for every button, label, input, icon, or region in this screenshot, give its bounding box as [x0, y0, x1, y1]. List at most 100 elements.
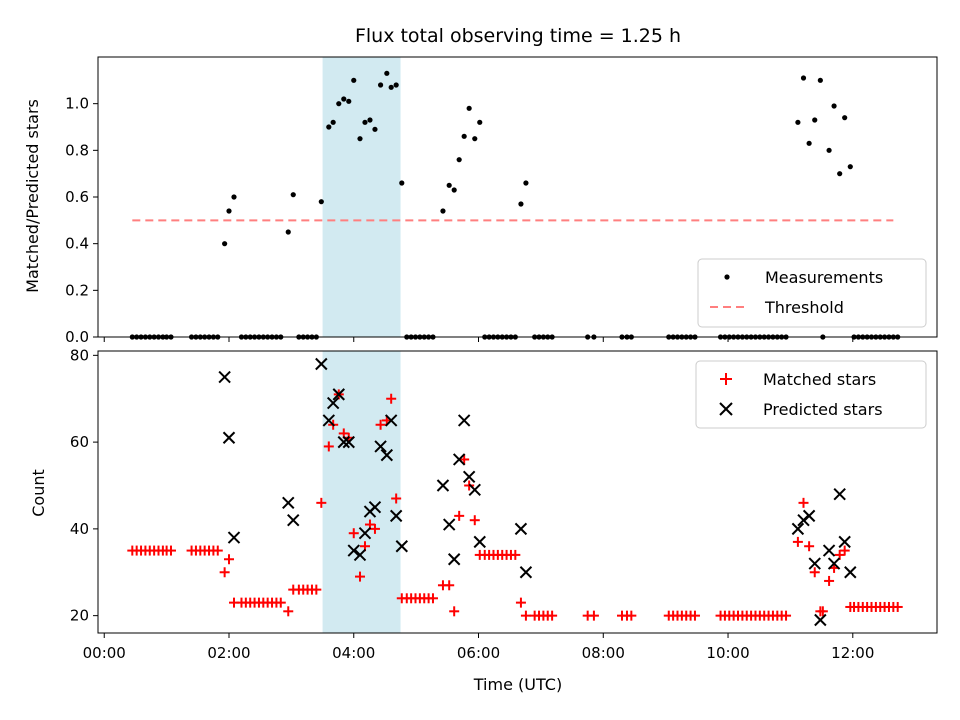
predicted-stars-points: [218, 357, 857, 627]
predicted-star-point: [822, 544, 836, 557]
matched-star-point: [323, 441, 334, 452]
predicted-x-b: [315, 357, 328, 371]
measurement-point: [842, 115, 848, 121]
predicted-star-point: [342, 435, 355, 449]
chart-title: Flux total observing time = 1.25 h: [355, 25, 681, 47]
measurement-point: [466, 105, 472, 111]
predicted-x-b: [374, 440, 387, 453]
count-y-tick-label: 80: [70, 346, 89, 364]
predicted-star-point: [287, 513, 300, 527]
measurement-point: [357, 136, 363, 142]
measurement-point: [393, 82, 399, 88]
predicted-star-point: [326, 396, 340, 410]
predicted-x-b: [791, 522, 805, 536]
matched-star-point: [444, 580, 455, 591]
measurement-point: [837, 171, 843, 177]
matched-star-point: [817, 606, 828, 617]
measurement-point: [367, 117, 373, 123]
measurement-point: [446, 182, 452, 188]
predicted-x-b: [457, 414, 471, 427]
ratio-panel: 0.0 0.2 0.4 0.6 0.8 1.0 Flux total observing …: [23, 25, 938, 346]
matched-star-point: [219, 567, 230, 578]
legend-measurements-label: Measurements: [765, 268, 883, 287]
matched-star-point: [689, 610, 700, 621]
predicted-star-point: [519, 566, 533, 579]
matched-star-point: [588, 610, 599, 621]
count-y-tick-label: 40: [70, 520, 89, 538]
count-legend-box: [695, 360, 927, 429]
measurement-point: [472, 136, 478, 142]
predicted-x-b: [808, 557, 821, 570]
ratio-y-tick-label: 0.6: [65, 188, 89, 206]
matched-star-point: [520, 610, 531, 621]
predicted-star-point: [473, 535, 486, 549]
ratio-axes-frame: [97, 56, 938, 338]
predicted-x-b: [337, 435, 350, 449]
matched-star-point: [792, 536, 803, 547]
predicted-x-b: [395, 540, 408, 553]
predicted-x-b: [833, 487, 846, 501]
measurement-point: [226, 208, 232, 214]
predicted-x-b: [384, 414, 398, 427]
predicted-x-b: [827, 557, 841, 570]
predicted-star-point: [468, 483, 481, 497]
measurement-point: [826, 147, 832, 153]
x-tick-label: 02:00: [207, 644, 250, 662]
measurement-point: [222, 241, 228, 247]
measurement-point: [346, 98, 352, 104]
matched-star-point: [427, 593, 438, 604]
x-tick-label: 10:00: [706, 644, 749, 662]
predicted-star-point: [802, 509, 816, 523]
matched-star-point: [369, 523, 380, 534]
matched-star-point: [348, 528, 359, 539]
predicted-x-b: [442, 518, 456, 531]
predicted-x-b: [462, 470, 476, 484]
measurement-point: [795, 119, 801, 125]
matched-star-point: [449, 606, 460, 617]
measurement-point: [477, 119, 483, 125]
predicted-x-b: [814, 613, 827, 627]
measurement-point: [372, 126, 378, 132]
predicted-x-b: [218, 370, 231, 384]
measurement-point: [377, 82, 384, 88]
measurement-point: [451, 187, 457, 193]
predicted-star-point: [452, 453, 466, 466]
predicted-x-b: [287, 513, 300, 527]
ratio-y-tick-label: 0.8: [65, 141, 89, 159]
predicted-star-point: [380, 448, 394, 462]
count-panel: 00:00 02:00 04:00 06:00 08:00 10:00 12:00 20 40…: [29, 346, 938, 694]
predicted-star-point: [368, 500, 382, 514]
ratio-y-ticks: 0.0 0.2 0.4 0.6 0.8 1.0: [65, 95, 98, 346]
x-axis-label: Time (UTC): [473, 675, 562, 694]
predicted-x-b: [326, 396, 340, 410]
ratio-y-tick-label: 0.0: [65, 328, 89, 346]
legend-predicted-marker: [719, 402, 733, 416]
measurement-point: [831, 103, 837, 109]
predicted-x-b: [282, 496, 295, 510]
predicted-x-b: [353, 548, 367, 562]
measurement-point: [523, 180, 529, 186]
measurement-point: [440, 208, 446, 214]
predicted-x-b: [436, 479, 450, 492]
predicted-star-point: [514, 522, 528, 536]
count-legend: Matched stars Predicted stars: [695, 360, 927, 429]
matched-star-point: [165, 545, 176, 556]
predicted-star-point: [827, 557, 841, 570]
measurement-point: [518, 201, 524, 207]
matched-star-point: [547, 610, 558, 621]
predicted-star-point: [462, 470, 476, 484]
measurement-point: [290, 192, 296, 198]
matched-star-point: [223, 554, 234, 565]
predicted-star-point: [833, 487, 846, 501]
predicted-star-point: [442, 518, 456, 531]
count-y-ticks: 20 40 60 80: [70, 346, 98, 625]
predicted-star-point: [332, 388, 345, 401]
measurement-point: [399, 180, 405, 186]
measurement-point: [336, 101, 342, 107]
x-tick-label: 06:00: [457, 644, 500, 662]
predicted-star-point: [358, 527, 372, 540]
predicted-star-point: [353, 548, 367, 562]
measurement-point: [330, 119, 336, 125]
measurement-point: [461, 133, 467, 139]
